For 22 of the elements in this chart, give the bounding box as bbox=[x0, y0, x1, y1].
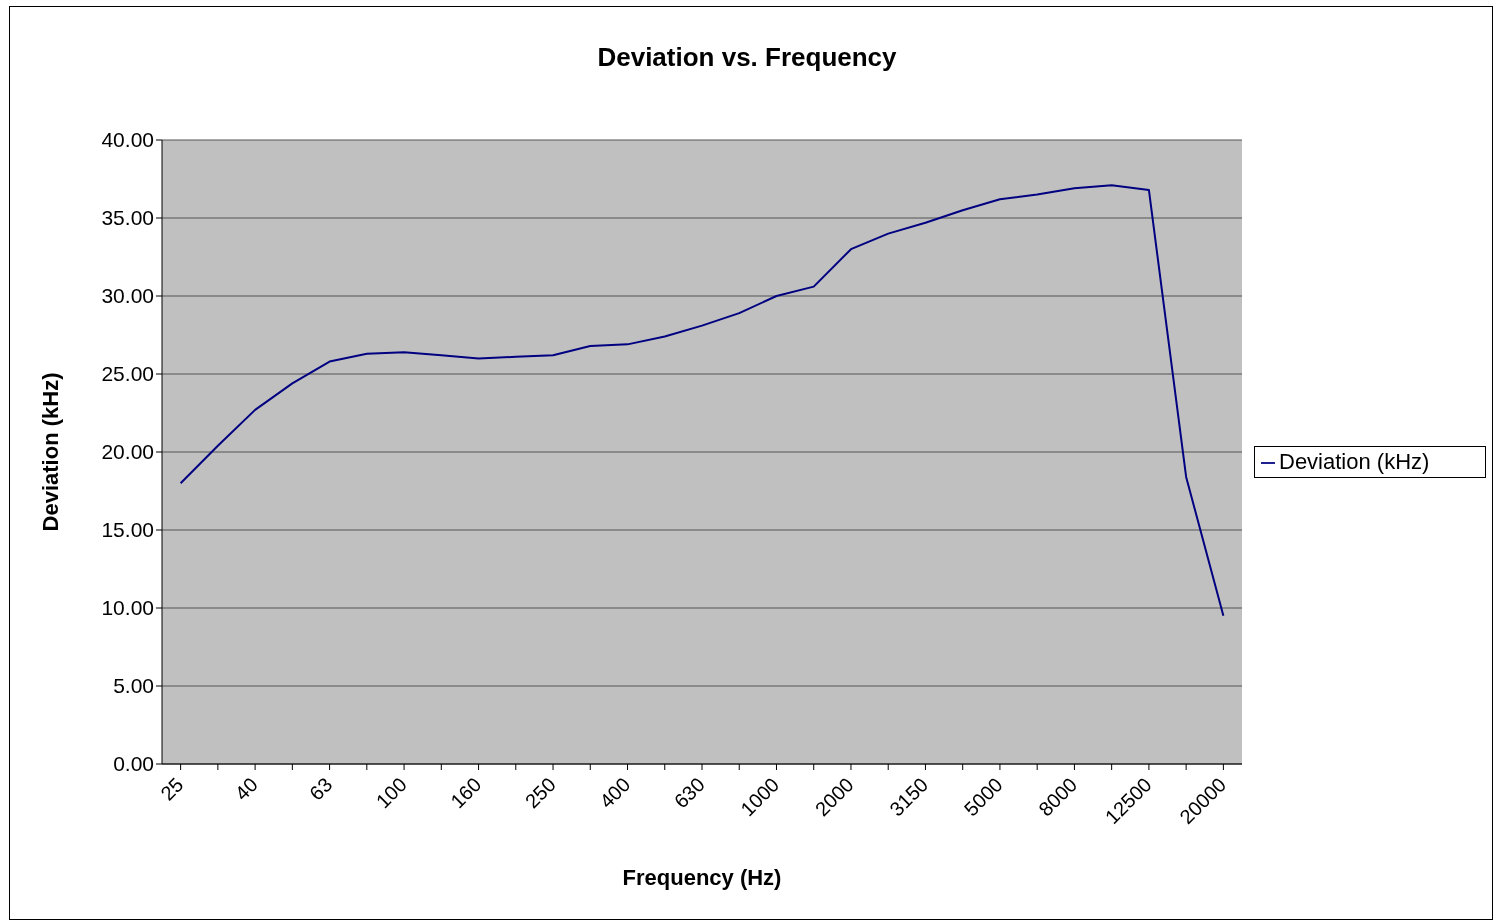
x-tick-label: 630 bbox=[669, 773, 709, 813]
x-tick-label: 250 bbox=[520, 773, 560, 813]
x-tick-label: 63 bbox=[305, 773, 337, 805]
x-tick-label: 160 bbox=[446, 773, 486, 813]
y-tick-label: 15.00 bbox=[101, 518, 154, 542]
y-tick-label: 10.00 bbox=[101, 596, 154, 620]
chart-title: Deviation vs. Frequency bbox=[596, 42, 898, 73]
x-tick-label: 25 bbox=[156, 773, 188, 805]
y-tick-label: 30.00 bbox=[101, 284, 154, 308]
x-tick-label: 40 bbox=[230, 773, 262, 805]
y-tick-label: 35.00 bbox=[101, 206, 154, 230]
legend-label: Deviation (kHz) bbox=[1279, 448, 1430, 474]
y-tick-label: 25.00 bbox=[101, 362, 154, 386]
y-axis-title: Deviation (kHz) bbox=[37, 372, 63, 532]
x-axis-title: Frequency (Hz) bbox=[622, 865, 782, 890]
y-tick-label: 40.00 bbox=[101, 128, 154, 152]
line-series bbox=[179, 184, 1225, 617]
x-tick-label: 100 bbox=[371, 773, 411, 813]
y-tick-label: 20.00 bbox=[101, 440, 154, 464]
y-tick-label: 0.00 bbox=[113, 752, 154, 776]
x-tick-label: 400 bbox=[595, 773, 635, 813]
y-tick-label: 5.00 bbox=[113, 674, 154, 698]
